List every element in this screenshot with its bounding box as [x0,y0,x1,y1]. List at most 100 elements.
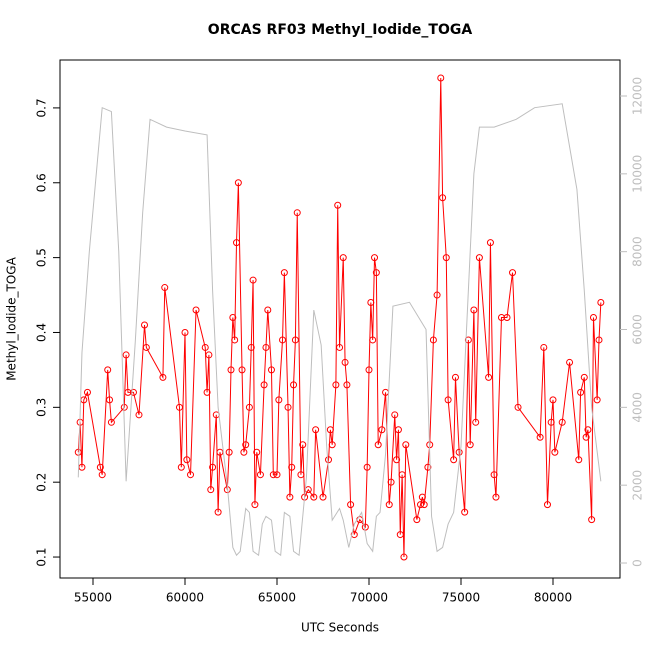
data-point [275,396,283,404]
data-point [413,516,421,524]
data-point [229,314,237,322]
data-point [490,471,498,479]
y2-tick-label: 6000 [631,314,645,345]
data-point [566,358,574,366]
data-point [209,463,217,471]
data-point [238,366,246,374]
y-tick-label: 0.5 [35,248,49,267]
data-point [363,463,371,471]
data-point [595,336,603,344]
data-point [402,441,410,449]
data-point [83,388,91,396]
data-point [205,351,213,359]
data-point [249,276,257,284]
y2-tick-label: 4000 [631,392,645,423]
data-point [280,269,288,277]
data-point [104,366,112,374]
data-point [424,463,432,471]
data-point [347,501,355,509]
data-point [142,343,150,351]
data-point [269,471,277,479]
data-point [394,426,402,434]
data-point [385,501,393,509]
y2-tick-label: 8000 [631,236,645,267]
data-point [536,433,544,441]
data-point [444,396,452,404]
data-point [588,516,596,524]
data-point [159,373,167,381]
data-point [251,501,259,509]
data-point [203,388,211,396]
data-point [589,314,597,322]
data-point [234,179,242,187]
data-point [187,471,195,479]
x-tick-label: 65000 [258,591,296,605]
data-point [361,523,369,531]
data-point [374,441,382,449]
data-point [433,291,441,299]
data-point [336,343,344,351]
data-point [183,456,191,464]
data-point [98,471,106,479]
data-point [161,284,169,292]
data-point [264,306,272,314]
data-point [503,314,511,322]
data-point [451,373,459,381]
series-line [77,77,602,558]
data-point [470,306,478,314]
data-point [420,501,428,509]
data-point [396,531,404,539]
data-point [175,403,183,411]
data-point [367,299,375,307]
data-point [231,336,239,344]
x-axis-label: UTC Seconds [301,621,379,635]
y-tick-label: 0.4 [35,323,49,342]
data-point [227,366,235,374]
data-point [253,448,261,456]
data-point [288,463,296,471]
x-tick-label: 80000 [534,591,572,605]
data-point [339,254,347,262]
data-point [262,343,270,351]
data-point [371,254,379,262]
data-point [549,396,557,404]
y-tick-label: 0.1 [35,547,49,566]
data-point [267,366,275,374]
data-point [551,448,559,456]
data-point [207,486,215,494]
data-point [582,433,590,441]
data-point [439,194,447,202]
data-point [580,373,588,381]
x-tick-label: 75000 [442,591,480,605]
data-point [387,478,395,486]
data-point [284,403,292,411]
data-point [577,388,585,396]
data-point [492,493,500,501]
data-point [398,471,406,479]
data-point [290,381,298,389]
data-point [325,456,333,464]
data-point [514,403,522,411]
data-point [106,396,114,404]
data-point [391,411,399,419]
data-point [378,426,386,434]
data-point [256,471,264,479]
plot-frame [59,59,621,579]
y-tick-label: 0.7 [35,98,49,117]
data-point [450,456,458,464]
data-point [225,448,233,456]
data-point [214,508,222,516]
data-point [135,411,143,419]
data-point [418,493,426,501]
data-point [464,336,472,344]
data-point [597,299,605,307]
data-point [475,254,483,262]
data-point [417,501,425,509]
y2-tick-label: 10000 [631,155,645,193]
data-point [343,381,351,389]
data-point [393,456,401,464]
data-point [437,74,445,82]
data-point [192,306,200,314]
data-point [584,426,592,434]
